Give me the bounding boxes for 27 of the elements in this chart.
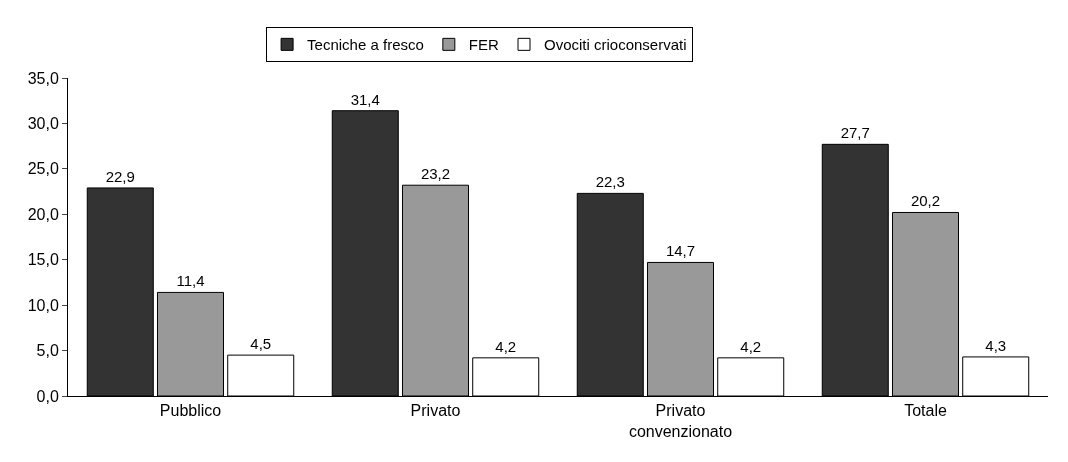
y-tick-label: 20,0: [27, 205, 59, 223]
data-label: 4,2: [495, 337, 517, 355]
data-label: 22,9: [105, 167, 135, 185]
data-label: 4,3: [985, 336, 1007, 354]
x-tick-label: Privato convenzionato: [628, 402, 733, 440]
y-tick-label: 35,0: [27, 69, 59, 87]
data-label: 14,7: [665, 242, 696, 260]
y-tick-label: 5,0: [36, 342, 59, 360]
data-label: 4,2: [740, 337, 762, 355]
y-tick-label: 25,0: [27, 160, 59, 178]
data-label: 31,4: [350, 90, 380, 108]
data-label: 22,3: [595, 173, 625, 191]
data-label: 4,5: [250, 335, 272, 353]
y-tick-label: 30,0: [27, 115, 59, 133]
data-label: 20,2: [910, 192, 941, 210]
data-label: 23,2: [420, 165, 451, 183]
y-tick-label: 10,0: [27, 296, 59, 314]
data-label: 11,4: [176, 272, 205, 290]
legend-label: FER: [468, 36, 499, 54]
x-tick-label: Privato: [410, 402, 461, 420]
legend-label: Tecniche a fresco: [307, 36, 424, 54]
y-tick-label: 0,0: [36, 387, 59, 405]
x-tick-label: Pubblico: [159, 402, 222, 420]
legend-label: Ovociti crioconservati: [544, 36, 687, 54]
data-label: 27,7: [840, 124, 870, 142]
x-tick-label: Totale: [904, 402, 947, 420]
y-tick-label: 15,0: [27, 251, 59, 269]
